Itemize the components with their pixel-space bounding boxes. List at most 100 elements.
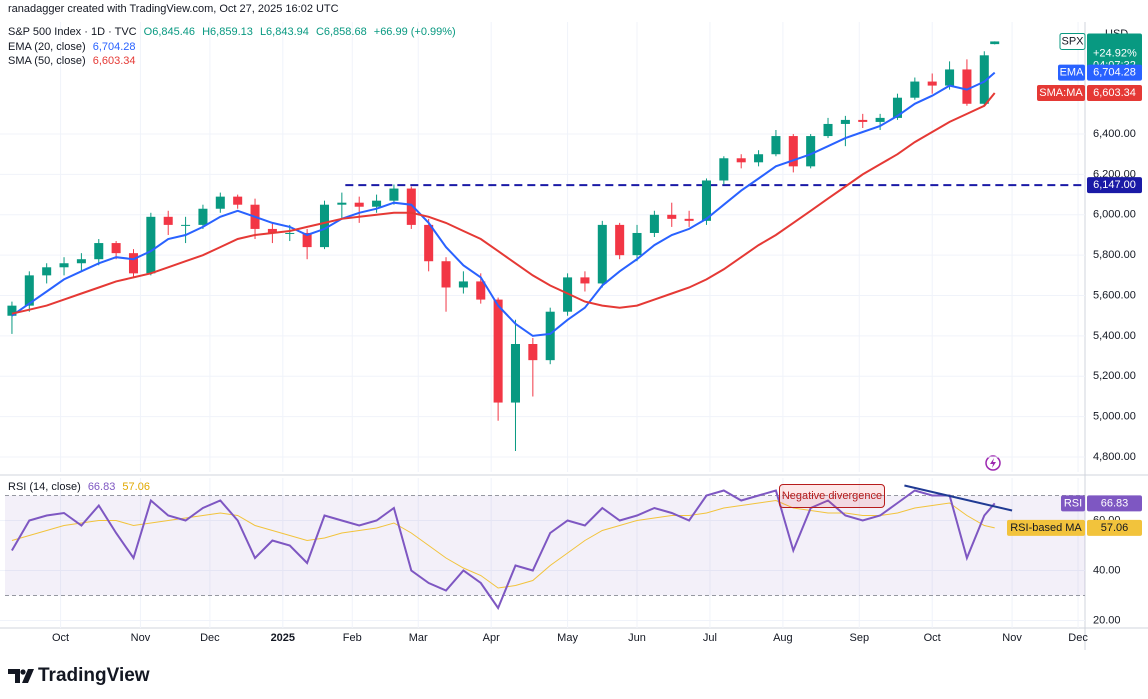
candle-body	[580, 277, 590, 284]
candle-body	[510, 344, 520, 403]
price-badge	[1087, 33, 1142, 74]
candle-body	[267, 228, 277, 233]
x-tick-label: May	[557, 632, 578, 644]
x-tick-label: Feb	[343, 632, 362, 644]
price-legend: S&P 500 Index · 1D · TVC O6,845.46 H6,85…	[8, 26, 460, 38]
candle-body	[76, 259, 86, 264]
x-tick-label: Oct	[52, 632, 69, 644]
candle-body	[597, 224, 607, 284]
rsi-tag: RSI	[1064, 497, 1082, 509]
icon	[985, 455, 1001, 471]
candle-body	[945, 69, 955, 86]
credit: ranadagger created with TradingView.com,…	[8, 3, 339, 15]
candle-body	[476, 281, 486, 300]
x-tick-label: Dec	[1068, 632, 1088, 644]
candle-body	[458, 281, 468, 288]
legend-name: EMA (20, close)	[8, 41, 86, 53]
rsi-value: 66.83	[1101, 497, 1129, 509]
ohlc-open: O6,845.46	[143, 26, 196, 38]
y-tick-label: 5,200.00	[1093, 370, 1136, 382]
candle-body	[990, 41, 1000, 45]
series-tag: EMA	[1060, 67, 1085, 79]
candle-body	[128, 253, 139, 274]
ohlc-change: +66.99 (+0.99%)	[373, 26, 456, 38]
ema-legend: EMA (20, close) 6,704.28	[8, 41, 140, 53]
series-tag-bg	[1037, 84, 1085, 101]
symbol-tag: SPX	[1061, 35, 1084, 47]
candle-body	[823, 123, 833, 137]
rsi-value-bg	[1087, 495, 1142, 512]
candle-body	[389, 188, 399, 201]
rsi-value: 57.06	[1101, 522, 1129, 534]
ohlc-close: C6,858.68	[315, 26, 367, 38]
candle-body	[42, 267, 52, 276]
candle-body	[24, 275, 34, 306]
legend-value: 6,603.34	[92, 55, 136, 67]
candle-body	[667, 214, 677, 219]
y-tick-label: 6,400.00	[1093, 128, 1136, 140]
legend-name: RSI (14, close)	[8, 481, 81, 493]
candle-body	[233, 196, 243, 205]
y-tick-label: 5,800.00	[1093, 249, 1136, 261]
y-tick-label: 20.00	[1093, 614, 1121, 626]
rsi-tag: RSI-based MA	[1010, 522, 1082, 534]
brand: TradingView	[38, 665, 150, 686]
x-tick-label: Aug	[773, 632, 793, 644]
sma-legend: SMA (50, close) 6,603.34	[8, 55, 140, 67]
candle-body	[441, 261, 451, 288]
candle-body	[892, 97, 902, 118]
candle-body	[649, 214, 659, 233]
candle-body	[163, 216, 173, 225]
legend-name: SMA (50, close)	[8, 55, 86, 67]
candle-body	[215, 196, 225, 209]
candle-body	[337, 202, 347, 205]
ma-line	[11, 71, 996, 337]
candle-body	[111, 243, 121, 254]
ohlc-high: H6,859.13	[202, 26, 253, 38]
candle-body	[840, 119, 850, 124]
rsi-line	[11, 489, 996, 611]
legend-value: 6,704.28	[92, 41, 136, 53]
logo	[8, 669, 34, 683]
level-label: 6,147.00	[1093, 179, 1136, 191]
candle-body	[424, 224, 434, 262]
rsi-legend: RSI (14, close) 66.83 57.06	[8, 481, 154, 493]
series-tag-bg	[1058, 64, 1085, 81]
candle-body	[806, 136, 816, 167]
x-tick-label: Nov	[1002, 632, 1022, 644]
candle-body	[493, 299, 503, 403]
change-label: +24.92%	[1093, 47, 1137, 59]
symbol-tag-bg	[1059, 32, 1086, 50]
x-tick-label: Mar	[409, 632, 428, 644]
candle-body	[736, 158, 746, 163]
rsi-tag-bg	[1061, 495, 1085, 512]
annotation-label: Negative divergence	[779, 484, 885, 508]
series-value-bg	[1087, 84, 1142, 101]
candle-body	[354, 202, 364, 207]
y-tick-label: 4,800.00	[1093, 451, 1136, 463]
candle-body	[910, 81, 920, 98]
x-tick-label: Oct	[924, 632, 941, 644]
trend-line	[904, 484, 1013, 512]
rsi-tag-bg	[1007, 519, 1085, 536]
candle-body	[962, 69, 972, 104]
y-tick-label: 6,000.00	[1093, 209, 1136, 221]
ohlc-low: L6,843.94	[259, 26, 309, 38]
y-tick-label: 5,400.00	[1093, 330, 1136, 342]
rsi-value-bg	[1087, 519, 1142, 536]
series-value-bg	[1087, 64, 1142, 81]
x-tick-label: Jun	[628, 632, 646, 644]
y-tick-label: 5,000.00	[1093, 411, 1136, 423]
series-tag: SMA:MA	[1039, 87, 1083, 99]
legend-value: 66.83	[87, 481, 116, 493]
candle-body	[719, 158, 729, 181]
x-tick-label: Sep	[849, 632, 869, 644]
symbol-title: S&P 500 Index · 1D · TVC	[8, 26, 137, 38]
x-tick-label: 2025	[271, 632, 295, 644]
candle-body	[528, 344, 538, 361]
candle-body	[788, 136, 798, 167]
candle-body	[181, 224, 191, 226]
candle-body	[302, 232, 312, 248]
x-tick-label: Nov	[131, 632, 151, 644]
